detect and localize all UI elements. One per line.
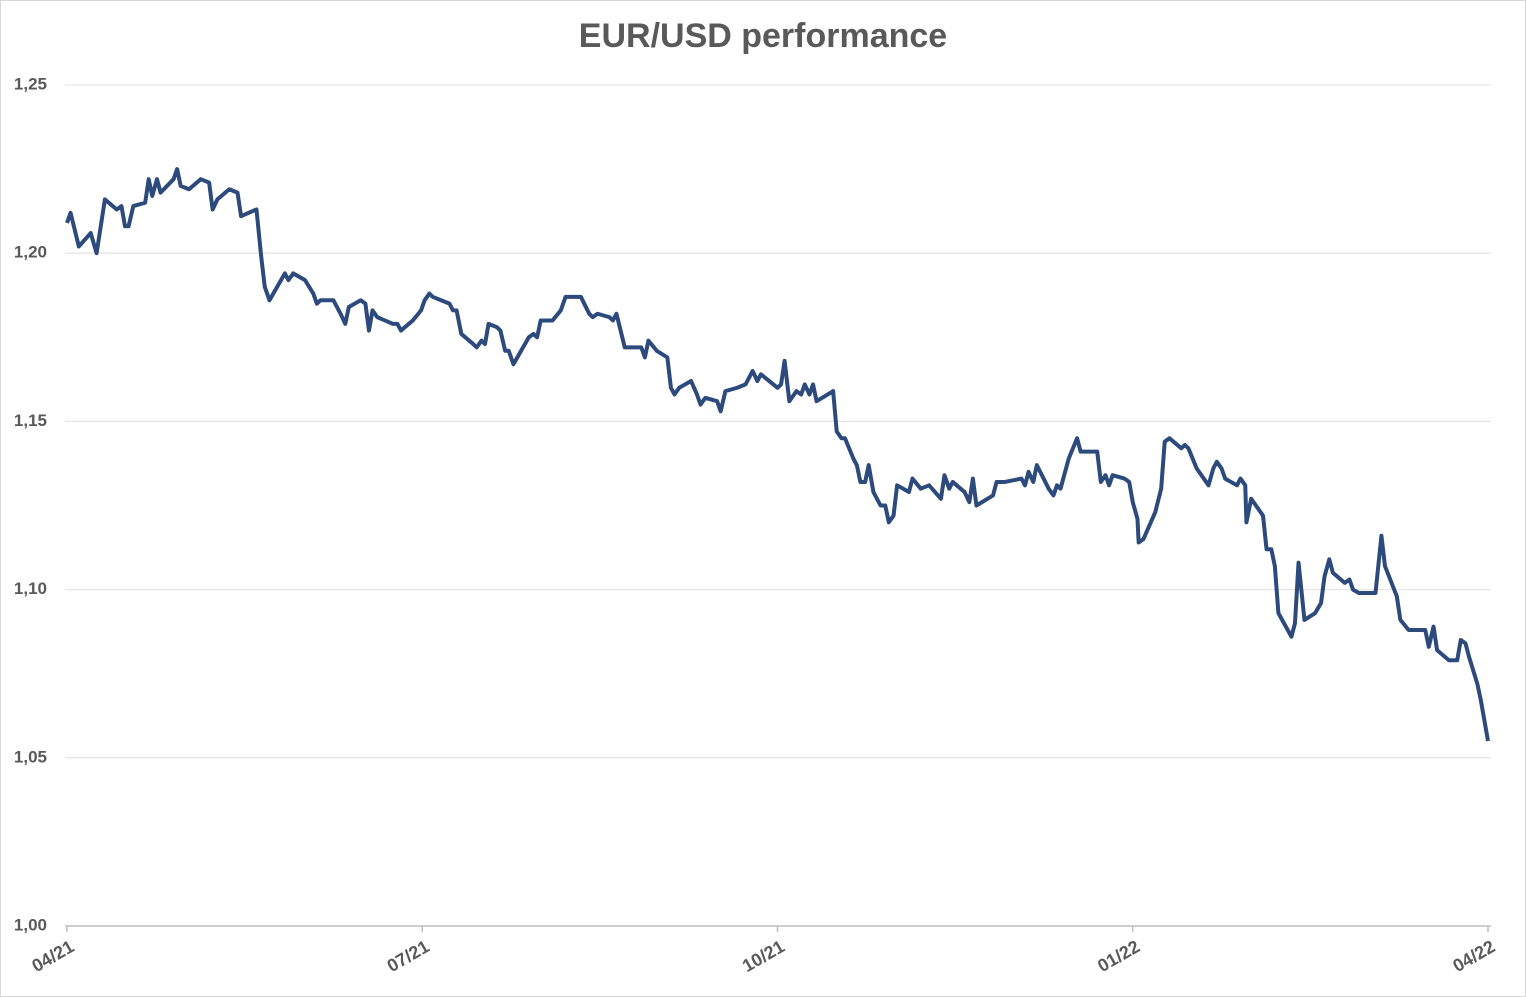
y-tick-label: 1,10: [14, 579, 47, 598]
chart-title: EUR/USD performance: [579, 17, 947, 55]
y-tick-label: 1,05: [14, 747, 47, 766]
y-tick-label: 1,15: [14, 411, 47, 430]
y-tick-label: 1,20: [14, 243, 47, 262]
data-line: [65, 167, 1490, 742]
y-tick-label: 1,25: [14, 74, 47, 93]
y-tick-label: 1,00: [14, 915, 47, 934]
